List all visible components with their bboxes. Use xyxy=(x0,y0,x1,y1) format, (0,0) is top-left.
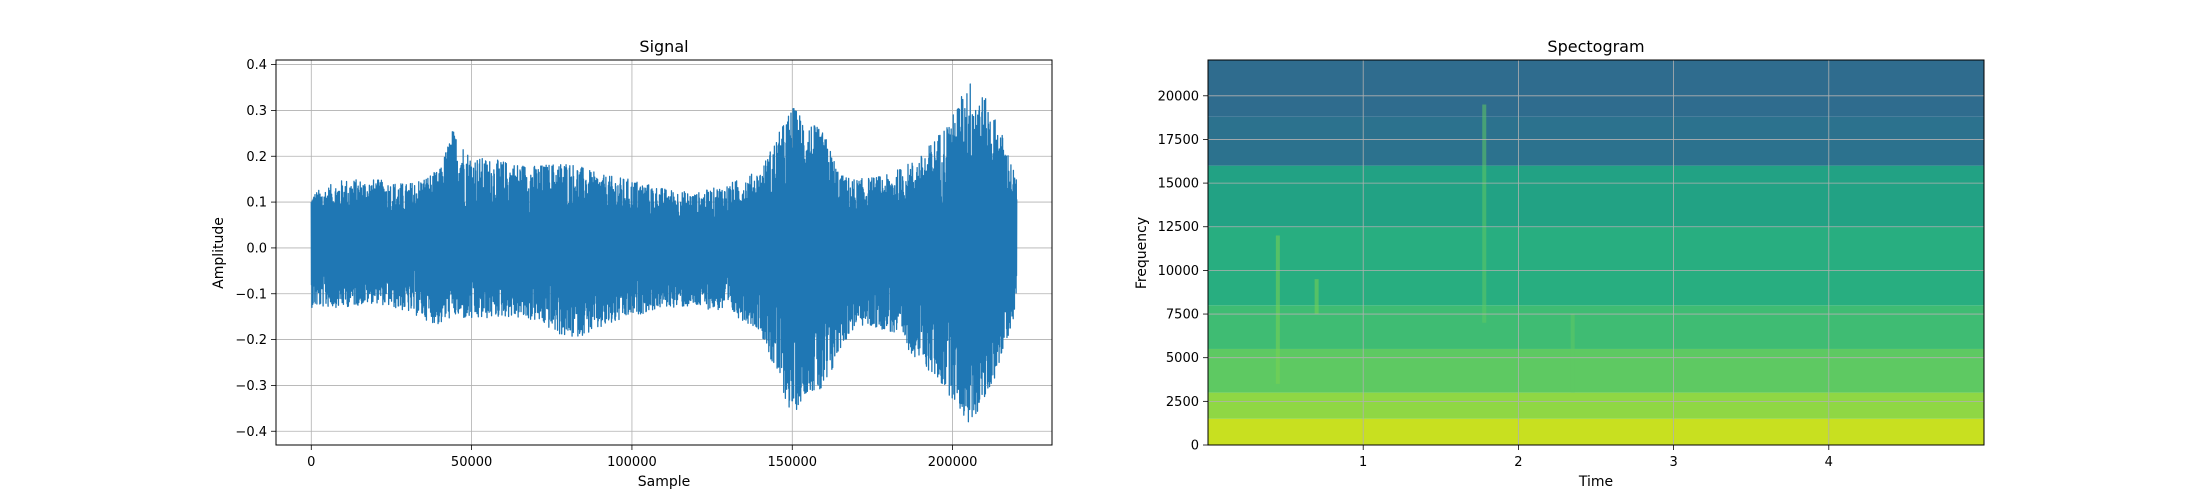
signal-y-tick-label: 0.4 xyxy=(246,58,267,73)
signal-x-tick-label: 200000 xyxy=(928,455,978,470)
signal-y-tick-label: 0.1 xyxy=(246,196,267,211)
signal-panel: Signal 0 50000 100000 150000 200000 −0.4 −0.3… xyxy=(211,37,1053,490)
spectrogram-x-tick-label: 1 xyxy=(1359,455,1367,470)
signal-x-tick-label: 150000 xyxy=(767,455,817,470)
spectrogram-band xyxy=(1208,418,1984,445)
signal-x-tick-label: 50000 xyxy=(451,455,492,470)
spectrogram-band xyxy=(1208,165,1984,227)
spectrogram-y-tick-label: 15000 xyxy=(1158,177,1199,192)
spectrogram-y-tick-label: 20000 xyxy=(1158,89,1199,104)
spectrogram-x-ticks: 1 2 3 4 xyxy=(1359,445,1833,470)
spectrogram-y-tick-label: 10000 xyxy=(1158,264,1199,279)
spectrogram-streak xyxy=(1314,279,1319,315)
spectrogram-y-tick-label: 2500 xyxy=(1166,395,1199,410)
spectrogram-x-tick-label: 2 xyxy=(1514,455,1522,470)
spectrogram-title: Spectogram xyxy=(1547,37,1644,56)
signal-y-tick-label: −0.1 xyxy=(235,287,267,302)
signal-plot-area xyxy=(310,83,1018,423)
spectrogram-band xyxy=(1208,116,1984,166)
spectrogram-band xyxy=(1208,60,1984,117)
signal-y-ticks: −0.4 −0.3 −0.2 −0.1 0.0 0.1 0.2 0.3 0.4 xyxy=(235,58,276,440)
spectrogram-band xyxy=(1208,305,1984,349)
spectrogram-image xyxy=(1208,60,1984,445)
signal-x-tick-label: 0 xyxy=(307,455,315,470)
signal-x-tick-label: 100000 xyxy=(607,455,657,470)
spectrogram-streak xyxy=(1570,314,1575,393)
spectrogram-panel: Spectogram 1 2 3 4 0 2500 5000 7500 10000 12500 1… xyxy=(1134,37,1985,490)
spectrogram-streak xyxy=(1482,104,1487,323)
signal-y-tick-label: 0.3 xyxy=(246,104,267,119)
signal-y-tick-label: 0.0 xyxy=(246,241,267,256)
signal-x-ticks: 0 50000 100000 150000 200000 xyxy=(307,445,977,470)
signal-y-tick-label: −0.2 xyxy=(235,333,267,348)
spectrogram-y-tick-label: 12500 xyxy=(1158,220,1199,235)
signal-x-label: Sample xyxy=(638,474,691,490)
spectrogram-band xyxy=(1208,226,1984,306)
spectrogram-x-label: Time xyxy=(1578,474,1613,490)
spectrogram-y-tick-label: 17500 xyxy=(1158,133,1199,148)
spectrogram-streak xyxy=(1275,235,1280,384)
spectrogram-band xyxy=(1208,392,1984,419)
spectrogram-axes-frame xyxy=(1207,59,1985,446)
signal-title: Signal xyxy=(639,37,688,56)
spectrogram-x-tick-label: 3 xyxy=(1669,455,1677,470)
signal-axes-frame xyxy=(275,59,1053,446)
spectrogram-x-tick-label: 4 xyxy=(1825,455,1833,470)
spectrogram-y-tick-label: 5000 xyxy=(1166,351,1199,366)
signal-y-tick-label: 0.2 xyxy=(246,150,267,165)
signal-waveform-line xyxy=(310,83,1018,423)
spectrogram-band xyxy=(1208,348,1984,393)
spectrogram-y-tick-label: 0 xyxy=(1191,439,1199,454)
signal-y-label: Amplitude xyxy=(211,217,227,289)
spectrogram-y-ticks: 0 2500 5000 7500 10000 12500 15000 17500 20000 xyxy=(1158,89,1208,454)
spectrogram-y-tick-label: 7500 xyxy=(1166,308,1199,323)
signal-y-tick-label: −0.4 xyxy=(235,425,267,440)
spectrogram-y-label: Frequency xyxy=(1134,217,1150,289)
signal-y-tick-label: −0.3 xyxy=(235,379,267,394)
